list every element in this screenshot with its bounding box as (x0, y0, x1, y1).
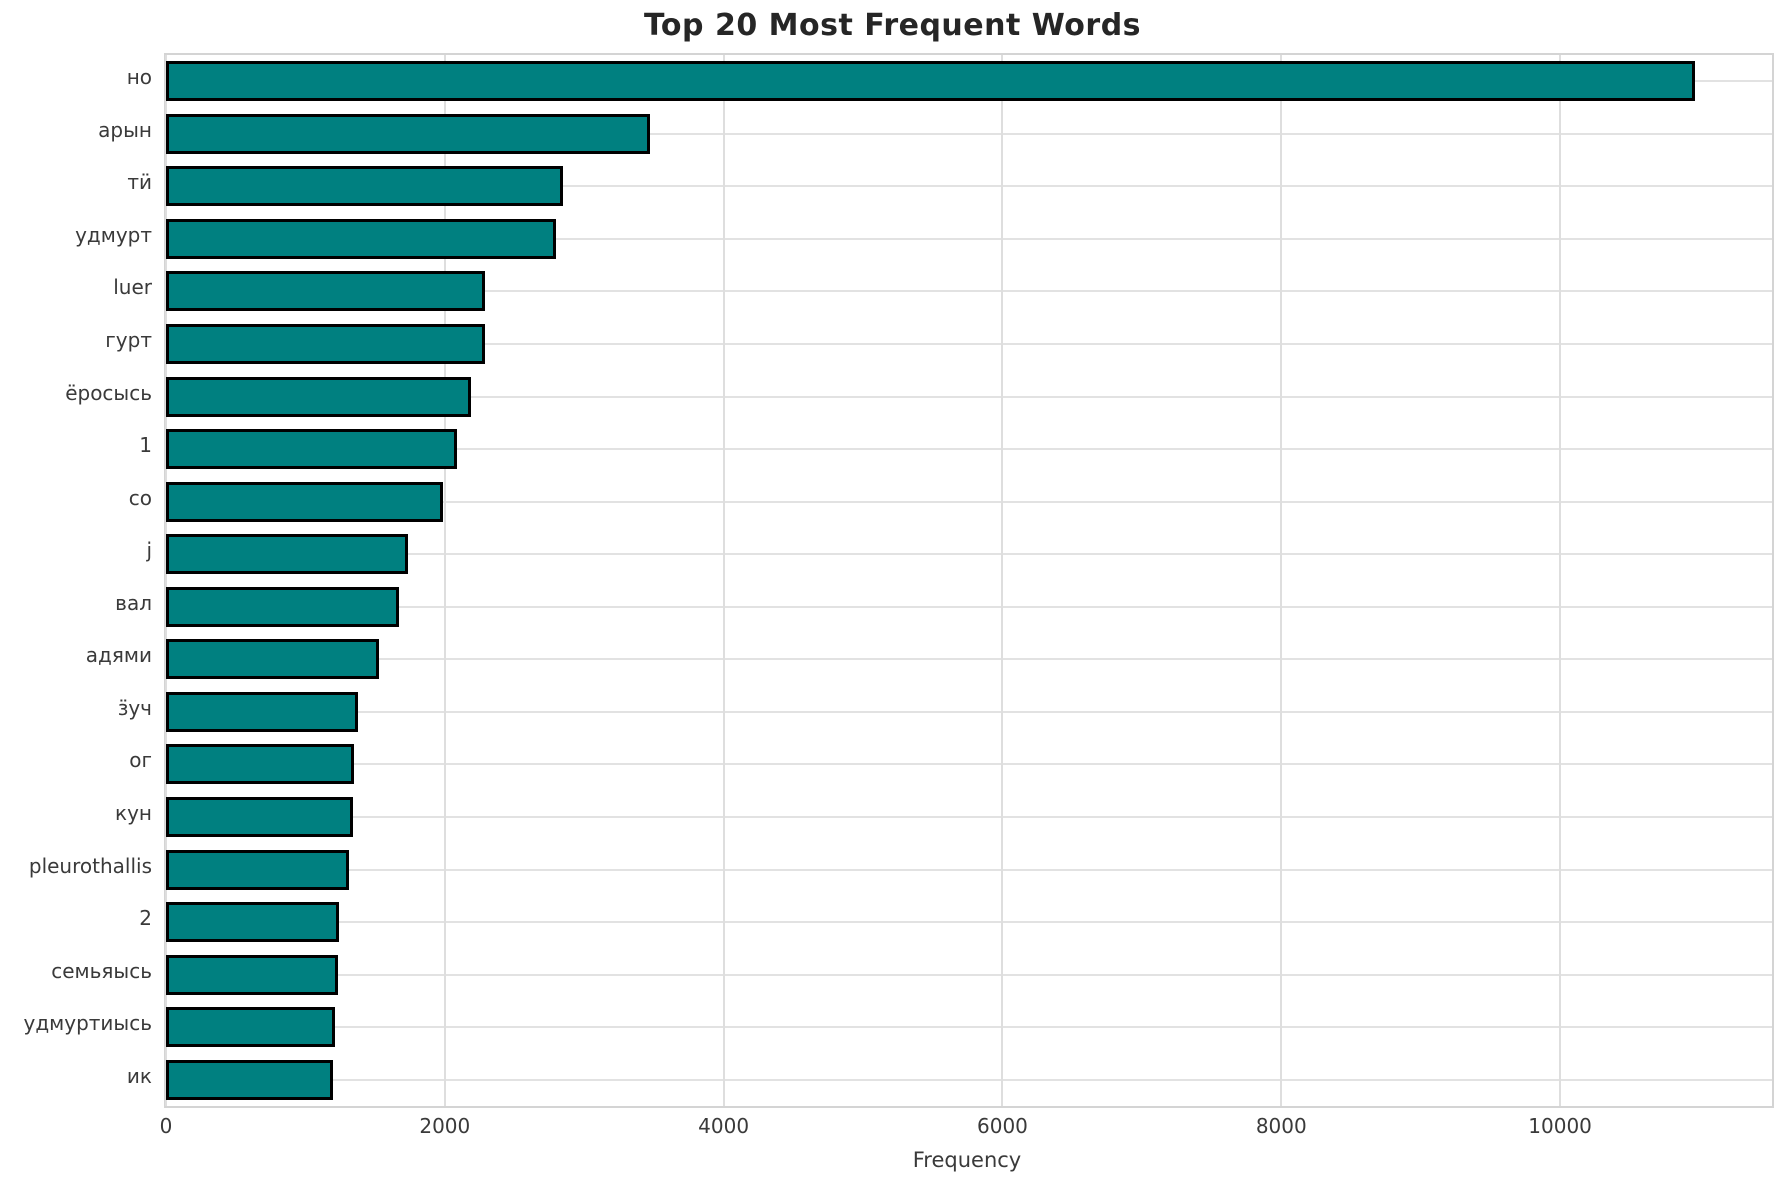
v-gridline (443, 55, 446, 1106)
x-tick-label: 6000 (977, 1114, 1028, 1138)
bar-кун (166, 796, 353, 837)
y-tick-label: удмурт (75, 222, 152, 247)
y-tick-label: семьяысь (51, 958, 152, 983)
h-gridline (166, 290, 1772, 293)
bar-со (166, 481, 444, 522)
bar-pleurothallis (166, 849, 350, 890)
bar-вал (166, 586, 399, 627)
bar-luer (166, 271, 486, 312)
bar-тӥ (166, 166, 563, 207)
x-axis-title: Frequency (912, 1148, 1022, 1172)
h-gridline (166, 1026, 1772, 1029)
x-tick-label: 2000 (419, 1114, 471, 1138)
bar-j (166, 534, 408, 575)
h-gridline (166, 1078, 1772, 1081)
x-tick-label: 8000 (1255, 1114, 1307, 1138)
h-gridline (166, 132, 1772, 135)
v-gridline (1559, 55, 1562, 1106)
h-gridline (166, 343, 1772, 346)
y-tick-label: вал (115, 590, 152, 615)
h-gridline (166, 868, 1772, 871)
y-tick-label: j (146, 538, 152, 563)
y-tick-label: кун (115, 800, 152, 825)
y-tick-label: 1 (139, 433, 152, 458)
bar-ёросысь (166, 376, 472, 417)
plot-area (164, 53, 1774, 1108)
bar-2 (166, 902, 339, 943)
y-tick-label: но (126, 65, 152, 90)
h-gridline (166, 500, 1772, 503)
bar-ог (166, 744, 355, 785)
y-tick-label: тӥ (127, 170, 152, 195)
h-gridline (166, 185, 1772, 188)
h-gridline (166, 553, 1772, 556)
bar-ик (166, 1059, 334, 1100)
h-gridline (166, 815, 1772, 818)
y-tick-label: ёросысь (65, 380, 152, 405)
bar-адями (166, 639, 379, 680)
y-tick-label: ик (126, 1063, 152, 1088)
x-tick-label: 10000 (1528, 1114, 1592, 1138)
h-gridline (166, 395, 1772, 398)
y-tick-label: 2 (139, 906, 152, 931)
x-tick-label: 4000 (698, 1114, 750, 1138)
v-gridline (1280, 55, 1283, 1106)
y-tick-label: pleurothallis (28, 853, 152, 878)
v-gridline (165, 55, 167, 1106)
bar-арын (166, 113, 650, 154)
y-tick-label: удмуртиысь (23, 1011, 152, 1036)
y-tick-label: luer (113, 275, 152, 300)
h-gridline (166, 605, 1772, 608)
y-tick-label: гурт (105, 328, 152, 353)
x-axis-ticks: 0 2000 4000 6000 8000 10000 (0, 1114, 1785, 1144)
bar-но (166, 61, 1696, 102)
bar-удмуртиысь (166, 1007, 336, 1048)
h-gridline (166, 448, 1772, 451)
y-tick-label: ог (129, 748, 152, 773)
y-axis-labels: но арын тӥ удмурт luer гурт ёросысь 1 со j вал адям… (0, 53, 152, 1104)
bar-семьяысь (166, 954, 339, 995)
v-gridline (722, 55, 725, 1106)
y-tick-label: со (128, 485, 152, 510)
h-gridline (166, 237, 1772, 240)
chart-title: Top 20 Most Frequent Words (643, 8, 1142, 43)
bar-гурт (166, 324, 486, 365)
bar-удмурт (166, 218, 557, 259)
y-tick-label: ӟуч (117, 695, 152, 720)
bar-ӟуч (166, 691, 358, 732)
h-gridline (166, 921, 1772, 924)
bar-1 (166, 429, 458, 470)
h-gridline (166, 973, 1772, 976)
h-gridline (166, 658, 1772, 661)
x-tick-label: 0 (159, 1114, 173, 1138)
y-tick-label: арын (98, 117, 152, 142)
h-gridline (166, 710, 1772, 713)
v-gridline (1001, 55, 1004, 1106)
h-gridline (166, 763, 1772, 766)
y-tick-label: адями (85, 643, 152, 668)
